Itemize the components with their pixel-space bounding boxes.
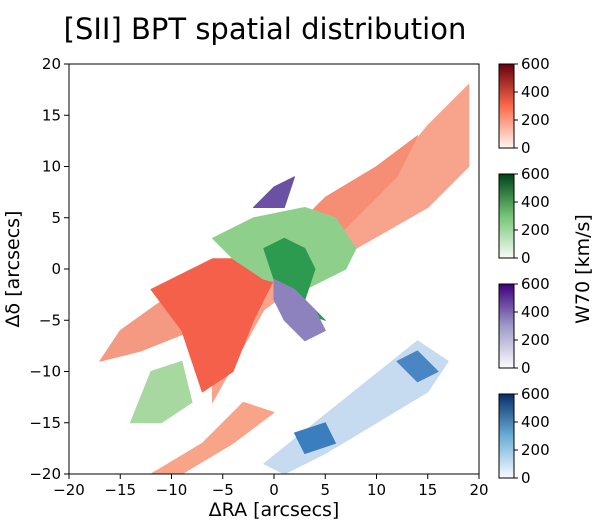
region-purple-9 — [253, 176, 295, 208]
colorbar-tick-label: 200 — [521, 441, 550, 459]
colorbar-tick-label: 200 — [521, 331, 550, 349]
x-tick-label: −10 — [156, 481, 188, 499]
region-blue-11 — [396, 350, 439, 383]
colorbar-blues — [498, 393, 515, 479]
region-red-4 — [150, 401, 275, 474]
colorbar-tick-label: 0 — [521, 249, 531, 267]
colorbar-tick-label: 600 — [521, 55, 550, 73]
emission-regions — [99, 84, 470, 474]
colorbar-tick-label: 200 — [521, 221, 550, 239]
region-blue-12 — [294, 422, 336, 454]
colorbar-tick-label: 400 — [521, 413, 550, 431]
region-green-7 — [130, 360, 193, 424]
x-tick-label: 0 — [269, 481, 279, 499]
y-tick-label: 10 — [42, 158, 61, 176]
y-tick-label: 0 — [51, 260, 61, 278]
colorbar-tick-label: 600 — [521, 275, 550, 293]
colorbar-tick-label: 400 — [521, 83, 550, 101]
y-tick-label: −10 — [29, 363, 61, 381]
colorbar-tick-label: 400 — [521, 193, 550, 211]
colorbars: 600 400 200 0 600 400 200 0 600 400 200 0 600 400 200 0 — [498, 55, 550, 487]
x-tick-label: −15 — [104, 481, 136, 499]
colorbar-tick-label: 0 — [521, 359, 531, 377]
x-tick-label: 15 — [418, 481, 437, 499]
y-tick-label: −20 — [29, 465, 61, 483]
colorbar-purples — [498, 283, 515, 369]
colorbar-tick-label: 0 — [521, 469, 531, 487]
colorbar-tick-label: 600 — [521, 385, 550, 403]
x-axis-label: ΔRA [arcsecs] — [208, 499, 340, 521]
colorbar-tick-label: 200 — [521, 111, 550, 129]
y-tick-label: −15 — [29, 414, 61, 432]
colorbar-greens — [498, 173, 515, 259]
colorbar-tick-label: 0 — [521, 139, 531, 157]
y-ticks: 20 15 10 5 0 −5 −10 −15 −20 — [29, 55, 69, 483]
colorbar-tick-label: 600 — [521, 165, 550, 183]
y-tick-label: 15 — [42, 106, 61, 124]
region-purple-8 — [273, 278, 326, 342]
x-tick-label: −20 — [53, 481, 85, 499]
colorbar-reds — [498, 63, 515, 149]
x-tick-label: −5 — [212, 481, 234, 499]
chart-title: [SII] BPT spatial distribution — [63, 12, 467, 46]
x-tick-label: 20 — [469, 481, 488, 499]
y-tick-label: 5 — [51, 209, 61, 227]
y-tick-label: 20 — [42, 55, 61, 73]
y-tick-label: −5 — [39, 311, 61, 329]
region-red-2 — [150, 258, 275, 393]
x-ticks: −20 −15 −10 −5 0 5 10 15 20 — [53, 474, 489, 499]
x-tick-label: 10 — [367, 481, 386, 499]
x-tick-label: 5 — [320, 481, 330, 499]
colorbar-tick-label: 400 — [521, 303, 550, 321]
